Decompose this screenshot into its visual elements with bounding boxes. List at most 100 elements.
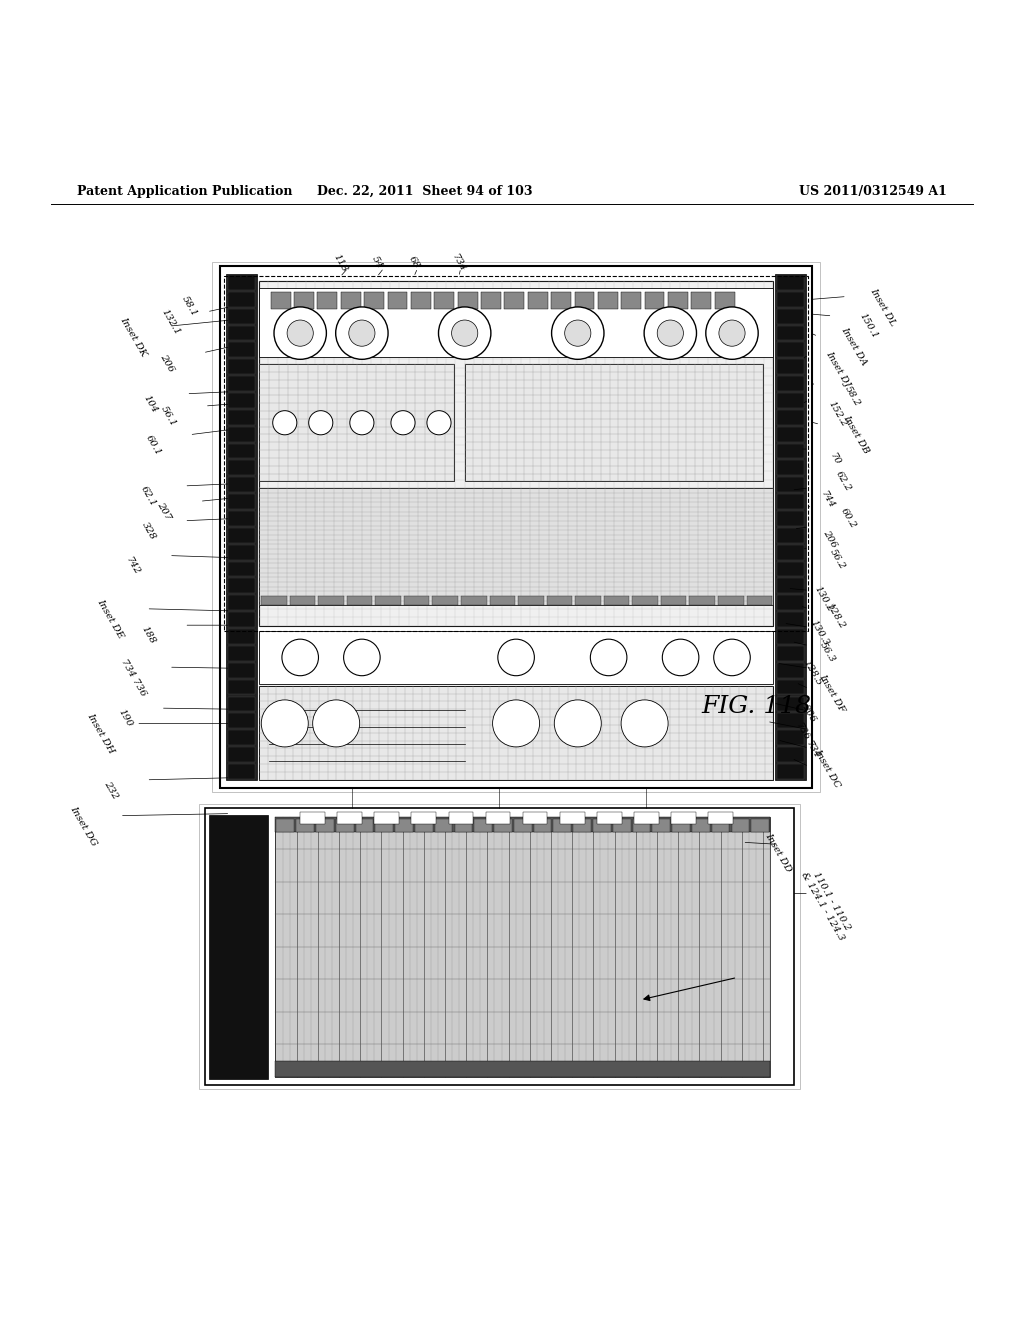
Bar	[228, 478, 255, 492]
Circle shape	[350, 411, 374, 434]
Bar	[435, 820, 453, 833]
Text: Inset DK: Inset DK	[118, 315, 148, 358]
Bar	[777, 444, 804, 458]
Bar	[228, 359, 255, 374]
Bar	[712, 820, 729, 833]
Text: Inset DL: Inset DL	[868, 286, 897, 327]
Text: FIG. 118: FIG. 118	[701, 694, 811, 718]
Text: 130.2: 130.2	[812, 585, 835, 612]
Circle shape	[663, 639, 698, 676]
Bar	[275, 817, 770, 1077]
Bar	[336, 820, 353, 833]
Bar	[777, 578, 804, 593]
Bar	[474, 820, 493, 833]
Bar	[318, 597, 344, 606]
Text: US 2011/0312549 A1: US 2011/0312549 A1	[799, 185, 946, 198]
Circle shape	[452, 319, 478, 346]
Bar	[228, 578, 255, 593]
Bar	[461, 597, 486, 606]
Bar	[718, 597, 743, 606]
Bar	[387, 292, 408, 309]
Bar	[633, 597, 657, 606]
Circle shape	[261, 700, 308, 747]
Bar	[534, 820, 551, 833]
Bar	[228, 747, 255, 762]
Bar	[777, 376, 804, 391]
Bar	[777, 730, 804, 744]
Bar	[634, 812, 658, 824]
Text: 132.1: 132.1	[160, 308, 182, 337]
Bar	[777, 511, 804, 525]
Text: 58.2: 58.2	[843, 384, 861, 408]
Bar	[777, 713, 804, 729]
Circle shape	[282, 639, 318, 676]
Bar	[403, 597, 429, 606]
Bar	[560, 812, 585, 824]
Bar	[261, 597, 287, 606]
Bar	[376, 597, 400, 606]
Bar	[228, 764, 255, 779]
Circle shape	[308, 411, 333, 434]
Bar	[228, 444, 255, 458]
Bar	[270, 292, 291, 309]
Text: 54: 54	[370, 255, 384, 271]
Bar	[505, 292, 524, 309]
Bar	[347, 597, 373, 606]
Bar	[574, 292, 594, 309]
Bar	[514, 820, 531, 833]
Bar	[316, 820, 334, 833]
Bar	[622, 292, 641, 309]
Bar	[633, 820, 650, 833]
Text: 188: 188	[140, 624, 157, 645]
Bar	[228, 494, 255, 510]
Circle shape	[336, 308, 388, 359]
Text: 104: 104	[142, 393, 159, 414]
Bar	[434, 292, 455, 309]
Text: 70: 70	[828, 451, 843, 467]
Text: Inset DC: Inset DC	[813, 747, 842, 789]
Bar	[259, 288, 773, 358]
Text: Inset DA: Inset DA	[840, 326, 868, 367]
Bar	[228, 630, 255, 644]
Bar	[228, 461, 255, 475]
Bar	[777, 478, 804, 492]
Bar	[228, 292, 255, 306]
Bar	[395, 820, 413, 833]
Bar	[228, 730, 255, 744]
Text: Inset DF: Inset DF	[817, 672, 846, 713]
Text: Inset DE: Inset DE	[95, 598, 126, 640]
Bar	[275, 817, 770, 833]
Bar	[481, 292, 501, 309]
Bar	[777, 680, 804, 694]
Text: 110.1 - 110.2
& 124.1 - 124.3: 110.1 - 110.2 & 124.1 - 124.3	[800, 866, 855, 942]
Bar	[573, 820, 591, 833]
Bar	[671, 812, 696, 824]
Bar	[777, 595, 804, 610]
Bar	[412, 812, 436, 824]
Bar	[337, 812, 362, 824]
Bar	[259, 364, 455, 482]
Text: 152.2: 152.2	[826, 400, 849, 429]
Bar	[228, 680, 255, 694]
Bar	[553, 820, 571, 833]
Circle shape	[287, 319, 313, 346]
Text: 207: 207	[156, 502, 172, 521]
Bar	[777, 561, 804, 577]
Bar	[275, 1061, 770, 1077]
Text: 206: 206	[801, 702, 817, 723]
Bar	[597, 812, 622, 824]
Text: Inset DH: Inset DH	[85, 711, 116, 755]
Bar	[777, 545, 804, 560]
Bar	[294, 292, 314, 309]
Bar	[777, 645, 804, 661]
Text: 62.1: 62.1	[139, 484, 158, 508]
Bar	[228, 309, 255, 323]
Text: 206: 206	[159, 352, 175, 374]
Bar	[746, 597, 772, 606]
Bar	[527, 292, 548, 309]
Text: 60.2: 60.2	[839, 507, 857, 531]
Bar	[224, 276, 808, 631]
Circle shape	[554, 700, 601, 747]
Text: 744: 744	[819, 490, 836, 511]
Circle shape	[714, 639, 751, 676]
